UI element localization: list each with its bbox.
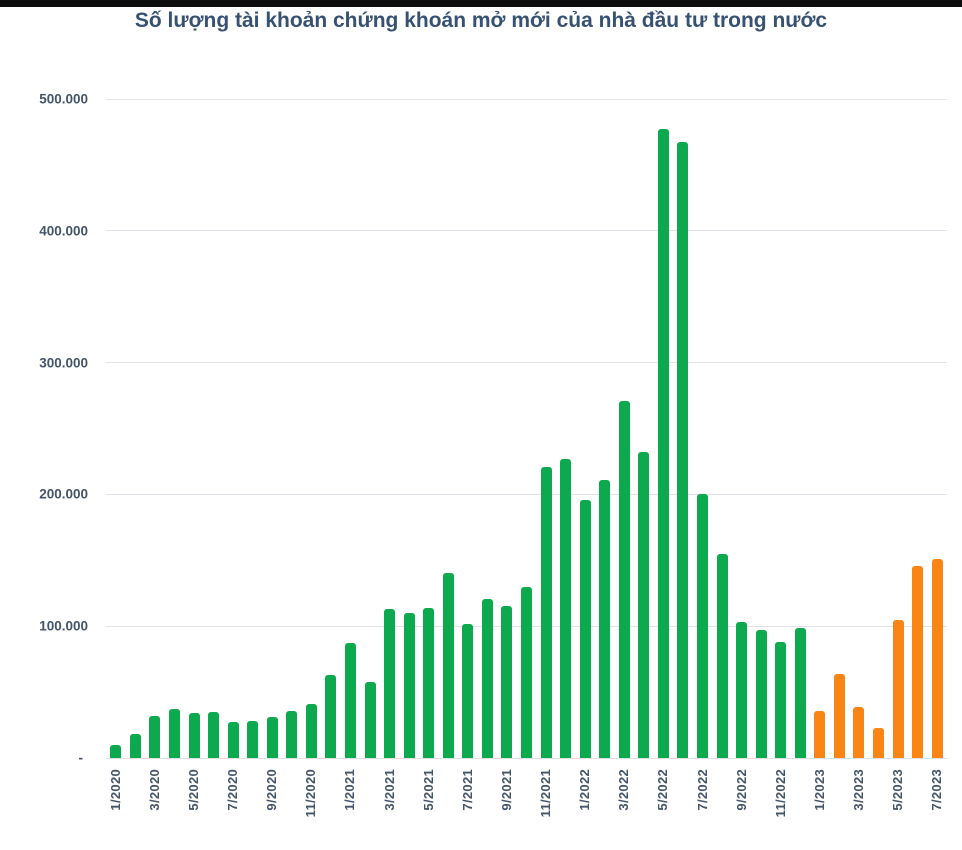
bar <box>579 499 591 758</box>
bar <box>677 142 689 758</box>
x-axis-label: 7/2021 <box>459 769 475 811</box>
bar <box>560 458 572 758</box>
y-gridline <box>106 230 947 232</box>
x-axis-label: 5/2021 <box>420 769 436 811</box>
bar <box>423 607 435 758</box>
bar <box>227 722 239 758</box>
y-axis-label: 200.000 <box>39 486 88 502</box>
x-axis-label: 3/2020 <box>146 769 162 811</box>
bar <box>931 558 943 758</box>
bar <box>521 586 532 758</box>
bar <box>716 553 728 758</box>
x-axis-label: 9/2020 <box>264 769 280 811</box>
bar <box>892 619 904 758</box>
bar <box>618 400 630 758</box>
chart-title: Số lượng tài khoản chứng khoán mở mới củ… <box>134 9 828 32</box>
top-border <box>0 0 962 7</box>
bar <box>853 706 865 758</box>
bar <box>638 452 650 758</box>
x-axis-label: 7/2023 <box>929 769 945 811</box>
y-axis-label: 500.000 <box>39 91 88 107</box>
bar <box>873 727 885 758</box>
x-axis-label: 1/2021 <box>342 769 358 811</box>
x-axis-label: 11/2020 <box>303 769 319 818</box>
bar <box>755 630 767 758</box>
bar <box>814 710 826 758</box>
x-axis-label: 11/2022 <box>772 769 788 818</box>
bar <box>481 598 493 758</box>
x-axis-label: 3/2023 <box>850 769 866 811</box>
y-gridline <box>106 98 947 100</box>
y-axis-label: 100.000 <box>39 618 88 634</box>
bar <box>442 573 454 758</box>
bar <box>188 713 200 758</box>
bar <box>344 643 356 758</box>
bar <box>736 622 748 758</box>
x-axis-label: 5/2022 <box>655 769 671 811</box>
x-axis-label: 1/2020 <box>107 769 123 811</box>
bar <box>168 709 180 758</box>
x-axis-label: 1/2023 <box>811 769 827 811</box>
x-axis-label: 3/2022 <box>616 769 632 811</box>
bar <box>775 642 787 758</box>
bar <box>403 613 415 758</box>
bar <box>110 744 122 758</box>
bar <box>286 710 298 758</box>
x-axis-label: 9/2022 <box>733 769 749 811</box>
x-axis-label: 5/2023 <box>890 769 906 811</box>
x-axis-label: 7/2020 <box>225 769 241 811</box>
x-axis-label: 3/2021 <box>381 769 397 811</box>
bar <box>912 565 924 758</box>
bar <box>384 609 396 758</box>
bar <box>697 494 709 758</box>
bar <box>129 734 141 758</box>
x-axis-label: 11/2021 <box>538 769 554 818</box>
y-axis-label: - <box>78 750 84 766</box>
bar <box>305 703 317 758</box>
x-axis-label: 7/2022 <box>694 769 710 811</box>
x-axis-label: 5/2020 <box>186 769 201 811</box>
bar <box>247 721 259 758</box>
y-axis-label: 400.000 <box>39 223 88 239</box>
bar <box>149 715 161 758</box>
bar <box>657 129 669 758</box>
x-axis-label: 1/2022 <box>577 769 593 811</box>
bar <box>266 717 278 758</box>
bar <box>325 674 337 758</box>
x-axis-line <box>106 758 947 759</box>
bar <box>794 627 806 758</box>
bar <box>599 479 611 758</box>
bar <box>208 711 220 758</box>
bar <box>540 466 552 758</box>
y-axis-label: 300.000 <box>39 354 88 370</box>
bar <box>501 606 513 758</box>
bar <box>462 623 474 758</box>
y-gridline <box>106 362 947 364</box>
y-gridline <box>106 493 947 495</box>
bar <box>833 673 845 758</box>
bar <box>364 681 376 758</box>
x-axis-label: 9/2021 <box>498 769 514 811</box>
